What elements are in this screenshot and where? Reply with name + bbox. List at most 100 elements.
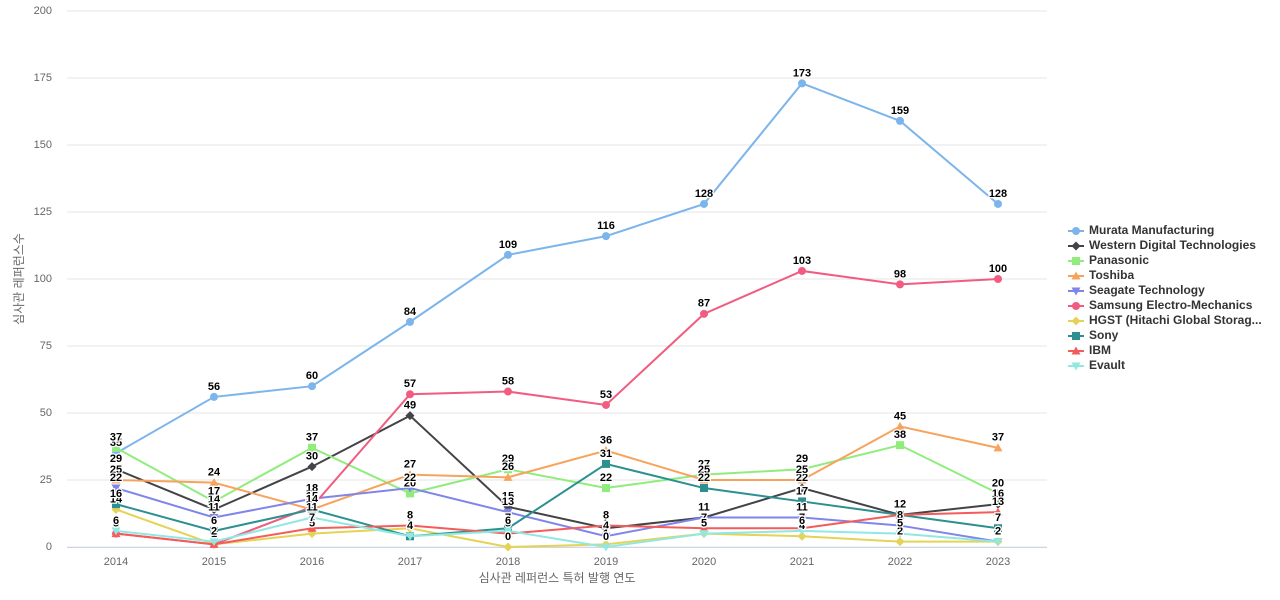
data-label: 5 — [113, 518, 119, 530]
data-label: 16 — [110, 488, 122, 500]
data-label: 35 — [110, 437, 122, 449]
data-label: 5 — [505, 518, 511, 530]
data-label: 173 — [793, 67, 811, 79]
data-label: 37 — [992, 432, 1004, 444]
data-label: 7 — [407, 512, 413, 524]
data-point — [601, 521, 611, 530]
legend-text: Murata Manufacturing — [1089, 223, 1214, 237]
series — [111, 514, 1003, 552]
data-point — [405, 532, 415, 541]
data-point — [210, 526, 218, 535]
data-point — [798, 266, 806, 275]
data-label: 11 — [306, 501, 318, 513]
data-label: 22 — [404, 472, 416, 484]
data-label: 53 — [600, 389, 612, 401]
x-tick-label: 2021 — [790, 556, 814, 568]
data-point — [602, 400, 610, 409]
x-tick-label: 2019 — [594, 556, 618, 568]
data-label: 1 — [211, 528, 217, 540]
series-line — [115, 516, 999, 549]
data-point — [601, 532, 611, 541]
data-label: 11 — [698, 501, 710, 513]
data-label: 58 — [502, 375, 514, 387]
data-label: 37 — [110, 432, 122, 444]
y-tick-label: 50 — [40, 407, 52, 419]
x-axis-title: 심사관 레퍼런스 특허 발행 연도 — [479, 570, 636, 585]
data-label: 29 — [796, 453, 808, 465]
data-point — [307, 523, 317, 532]
data-label: 8 — [603, 509, 609, 521]
data-point — [993, 499, 1003, 509]
data-point — [798, 465, 806, 474]
data-label: 0 — [603, 531, 609, 543]
data-point — [993, 443, 1003, 452]
data-label: 6 — [211, 515, 217, 527]
data-point — [602, 484, 610, 493]
data-label: 0 — [505, 531, 511, 543]
data-label: 12 — [894, 499, 906, 511]
data-label: 159 — [891, 105, 909, 117]
series — [112, 79, 1002, 458]
data-label: 12 — [894, 499, 906, 511]
data-label: 13 — [502, 496, 514, 508]
data-point — [700, 470, 708, 479]
data-point — [209, 514, 219, 523]
data-point — [699, 475, 709, 484]
data-point — [307, 462, 317, 472]
data-point — [504, 387, 512, 396]
data-point — [699, 523, 709, 532]
series-line — [115, 414, 999, 530]
data-point — [797, 483, 807, 493]
legend-text: Panasonic — [1089, 253, 1149, 267]
legend-marker — [1071, 241, 1081, 251]
y-tick-label: 150 — [34, 139, 52, 151]
data-point — [699, 530, 709, 539]
data-label: 7 — [603, 512, 609, 524]
x-tick-label: 2023 — [986, 556, 1010, 568]
data-point — [700, 484, 708, 493]
data-point — [209, 504, 219, 514]
data-point — [699, 514, 709, 523]
series — [111, 421, 1003, 513]
data-point — [504, 250, 512, 259]
x-tick-label: 2016 — [300, 556, 324, 568]
data-point — [210, 392, 218, 401]
legend-marker — [1072, 332, 1080, 340]
legend-text: Evault — [1089, 358, 1125, 372]
series-line — [115, 462, 999, 538]
data-label: 8 — [897, 509, 903, 521]
data-label: 20 — [992, 477, 1004, 489]
data-point — [994, 199, 1002, 208]
data-label: 56 — [208, 381, 220, 393]
data-label: 128 — [989, 188, 1007, 200]
data-label: 30 — [306, 451, 318, 463]
data-label: 98 — [894, 268, 906, 280]
data-label: 4 — [799, 520, 806, 532]
data-point — [308, 443, 316, 452]
data-point — [503, 527, 513, 536]
data-point — [308, 505, 316, 514]
data-point — [797, 527, 807, 536]
data-label: 26 — [502, 461, 514, 473]
data-label: 31 — [600, 448, 612, 460]
data-point — [797, 531, 807, 541]
y-tick-label: 125 — [34, 206, 52, 218]
data-point — [895, 421, 905, 430]
legend-marker — [1072, 257, 1080, 265]
data-label: 7 — [309, 512, 315, 524]
data-point — [601, 543, 611, 552]
x-tick-label: 2020 — [692, 556, 716, 568]
data-label: 5 — [309, 518, 315, 530]
data-label: 2 — [897, 526, 903, 538]
data-label: 14 — [306, 493, 319, 505]
series — [112, 441, 1002, 506]
data-label: 37 — [306, 432, 318, 444]
data-point — [895, 522, 905, 531]
data-point — [895, 530, 905, 539]
legend-text: Toshiba — [1089, 268, 1134, 282]
data-point — [210, 497, 218, 506]
y-tick-label: 0 — [46, 541, 52, 553]
data-label: 8 — [407, 509, 413, 521]
data-point — [895, 510, 905, 519]
